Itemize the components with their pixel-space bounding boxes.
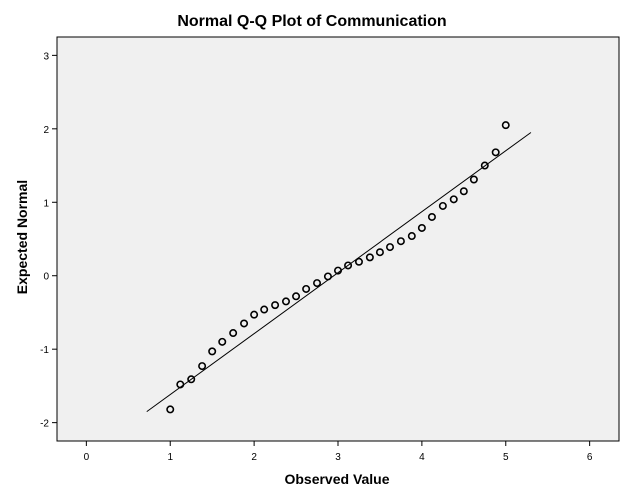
data-point xyxy=(459,187,468,196)
data-point xyxy=(469,175,478,184)
y-tick-label: -1 xyxy=(40,345,49,356)
y-axis-label: Expected Normal xyxy=(14,180,30,294)
data-point xyxy=(354,257,363,266)
axis-ticks: 0 1 2 3 4 5 6 -2 -1 0 1 2 3 xyxy=(40,51,593,463)
data-point xyxy=(427,212,436,221)
data-points xyxy=(166,121,510,414)
y-tick-label: 1 xyxy=(43,198,49,209)
data-point xyxy=(313,279,322,288)
data-point xyxy=(166,405,175,414)
data-point xyxy=(198,362,207,371)
data-point xyxy=(187,375,196,384)
x-tick-label: 2 xyxy=(251,452,257,463)
data-point xyxy=(491,148,500,157)
data-point xyxy=(218,337,227,346)
x-tick-label: 3 xyxy=(335,452,341,463)
data-point xyxy=(386,243,395,252)
data-point xyxy=(375,248,384,257)
data-point xyxy=(260,305,269,314)
x-tick-label: 1 xyxy=(167,452,173,463)
x-tick-label: 4 xyxy=(419,452,425,463)
y-tick-label: 0 xyxy=(43,272,49,283)
x-tick-label: 5 xyxy=(503,452,509,463)
data-point xyxy=(438,201,447,210)
chart-title: Normal Q-Q Plot of Communication xyxy=(177,13,446,30)
x-tick-label: 6 xyxy=(587,452,593,463)
data-point xyxy=(344,261,353,270)
y-tick-label: 2 xyxy=(43,125,49,136)
x-tick-label: 0 xyxy=(84,452,90,463)
data-point xyxy=(271,301,280,310)
data-point xyxy=(292,292,301,301)
data-point xyxy=(501,121,510,130)
data-point xyxy=(407,232,416,241)
reference-line xyxy=(146,132,532,413)
data-point xyxy=(281,297,290,306)
plot-area xyxy=(56,36,620,442)
data-point xyxy=(480,161,489,170)
data-point xyxy=(250,310,259,319)
data-point xyxy=(333,266,342,275)
y-tick-label: 3 xyxy=(43,51,49,62)
data-point xyxy=(229,329,238,338)
x-axis-label: Observed Value xyxy=(284,471,389,487)
data-point xyxy=(396,237,405,246)
data-point xyxy=(323,272,332,281)
y-tick-label: -2 xyxy=(40,419,49,430)
data-point xyxy=(449,195,458,204)
data-point xyxy=(208,347,217,356)
data-point xyxy=(417,223,426,232)
data-point xyxy=(302,284,311,293)
data-point xyxy=(365,253,374,262)
data-point xyxy=(240,319,249,328)
data-point xyxy=(176,380,185,389)
